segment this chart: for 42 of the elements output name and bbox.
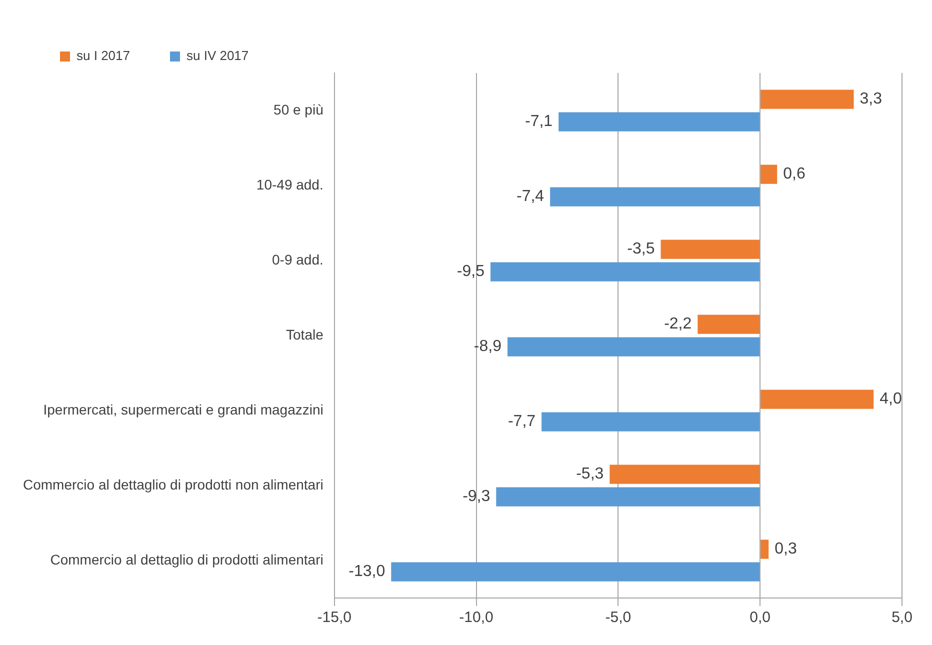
- bar: [542, 412, 760, 432]
- data-label: -7,4: [516, 188, 544, 206]
- x-tick-label: -15,0: [317, 609, 352, 626]
- data-label: 4,0: [880, 390, 902, 408]
- x-tick-label: 5,0: [892, 609, 912, 626]
- data-label: -2,2: [664, 316, 692, 333]
- y-tick-label: 10-49 add.: [256, 176, 324, 192]
- data-label: -13,0: [348, 563, 386, 580]
- y-tick-label: Totale: [286, 326, 324, 342]
- legend-label: su IV 2017: [186, 48, 249, 64]
- bar: [508, 337, 760, 356]
- bar: [660, 240, 760, 259]
- y-tick-label: Ipermercati, supermercati e grandi magazzini: [43, 401, 324, 418]
- bar: [760, 164, 778, 184]
- data-label: 0,6: [783, 166, 806, 183]
- x-tick-label: -5,0: [605, 609, 632, 626]
- bar: [610, 464, 760, 484]
- bar: [558, 112, 760, 132]
- data-label: -9,3: [462, 488, 490, 506]
- data-label: -8,9: [474, 338, 502, 356]
- bar: [496, 487, 760, 506]
- y-tick-label: 50 e più: [274, 101, 324, 118]
- x-tick-label: -10,0: [459, 609, 494, 626]
- bar: [760, 90, 854, 109]
- data-label: -3,5: [627, 240, 655, 258]
- legend-label: su I 2017: [76, 48, 130, 64]
- data-label: -7,1: [525, 113, 553, 130]
- bar: [760, 390, 874, 409]
- data-label: -5,3: [576, 466, 604, 483]
- data-label: -9,5: [456, 263, 485, 280]
- bar: [698, 314, 760, 334]
- data-label: 0,3: [774, 540, 797, 558]
- data-label: -7,7: [508, 413, 536, 430]
- y-tick-label: 0-9 add.: [272, 251, 324, 268]
- bar: [391, 562, 760, 582]
- data-label: 3,3: [860, 90, 882, 108]
- x-tick-label: 0,0: [750, 609, 771, 626]
- y-tick-label: Commercio al dettaglio di prodotti alimentari: [50, 551, 324, 568]
- bar: [760, 540, 769, 559]
- bar: [550, 187, 760, 206]
- y-tick-label: Commercio al dettaglio di prodotti non alimentari: [22, 476, 324, 492]
- bar: [490, 262, 760, 282]
